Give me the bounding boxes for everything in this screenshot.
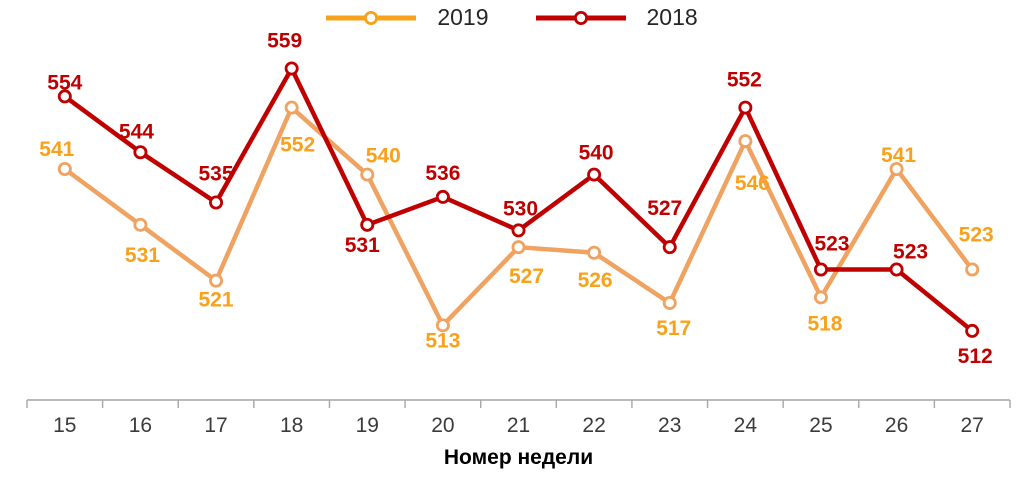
data-label-2018: 554 [47,71,82,94]
data-label-2019: 521 [199,289,234,312]
data-label-2018: 552 [727,69,762,92]
data-label-2018: 535 [199,163,234,186]
x-axis-tick-label: 16 [129,414,152,437]
data-label-2019: 541 [39,138,74,161]
data-label-2019: 513 [425,329,460,352]
x-axis-tick-label: 20 [431,414,454,437]
data-label-2019: 546 [735,172,770,195]
data-point-2019 [133,217,148,232]
legend-marker-icon [326,10,417,25]
legend-marker-icon [535,10,626,25]
data-label-2018: 531 [345,234,380,257]
data-point-2019 [965,262,980,277]
data-label-2019: 540 [366,145,401,168]
data-point-2019 [662,295,677,310]
data-point-2018 [587,167,602,182]
x-axis-tick-label: 27 [961,414,984,437]
data-point-2018 [360,217,375,232]
legend-label-2018: 2018 [646,4,698,30]
data-label-2018: 540 [579,142,614,165]
legend: 2019 2018 [0,6,1023,29]
data-point-2019 [284,100,299,115]
x-axis-tick-label: 23 [658,414,681,437]
data-label-2019: 518 [807,312,842,335]
data-point-2019 [738,134,753,149]
data-label-2019: 517 [656,317,691,340]
data-point-2019 [57,161,72,176]
data-point-2019 [209,273,224,288]
legend-item-2018: 2018 [535,6,698,29]
data-point-2018 [662,240,677,255]
data-label-2019: 527 [509,265,544,288]
data-point-2018 [813,262,828,277]
data-point-2018 [965,323,980,338]
data-point-2019 [435,318,450,333]
data-point-2018 [133,145,148,160]
data-point-2018 [738,100,753,115]
legend-label-2019: 2019 [437,4,489,30]
data-label-2019: 531 [125,244,160,267]
data-point-2018 [889,262,904,277]
data-label-2019: 541 [881,144,916,167]
data-point-2018 [57,89,72,104]
data-label-2018: 512 [958,345,993,368]
x-axis-title: Номер недели [443,446,594,469]
data-label-2018: 544 [119,120,154,143]
data-label-2019: 552 [280,134,315,157]
data-point-2019 [360,167,375,182]
x-axis-tick-label: 18 [280,414,303,437]
data-point-2018 [284,61,299,76]
data-point-2019 [511,240,526,255]
data-label-2018: 559 [267,30,302,53]
x-axis-tick-label: 21 [507,414,530,437]
data-point-2018 [435,189,450,204]
data-point-2019 [889,161,904,176]
legend-item-2019: 2019 [325,4,489,30]
data-point-2018 [511,223,526,238]
data-label-2019: 523 [959,224,994,247]
x-axis-tick-label: 22 [582,414,605,437]
data-label-2018: 523 [814,233,849,256]
x-axis-tick-label: 25 [809,414,832,437]
data-label-2018: 536 [425,162,460,185]
data-point-2019 [813,290,828,305]
x-axis-tick-label: 15 [53,414,76,437]
x-axis-tick-label: 26 [885,414,908,437]
x-axis-tick-label: 24 [734,414,758,437]
data-point-2019 [587,245,602,260]
data-label-2018: 527 [647,197,682,220]
data-label-2018: 530 [503,197,538,220]
data-point-2018 [209,195,224,210]
x-axis-tick-label: 19 [356,414,379,437]
x-axis-tick-label: 17 [204,414,227,437]
data-label-2018: 523 [893,241,928,264]
data-label-2019: 526 [578,269,613,292]
